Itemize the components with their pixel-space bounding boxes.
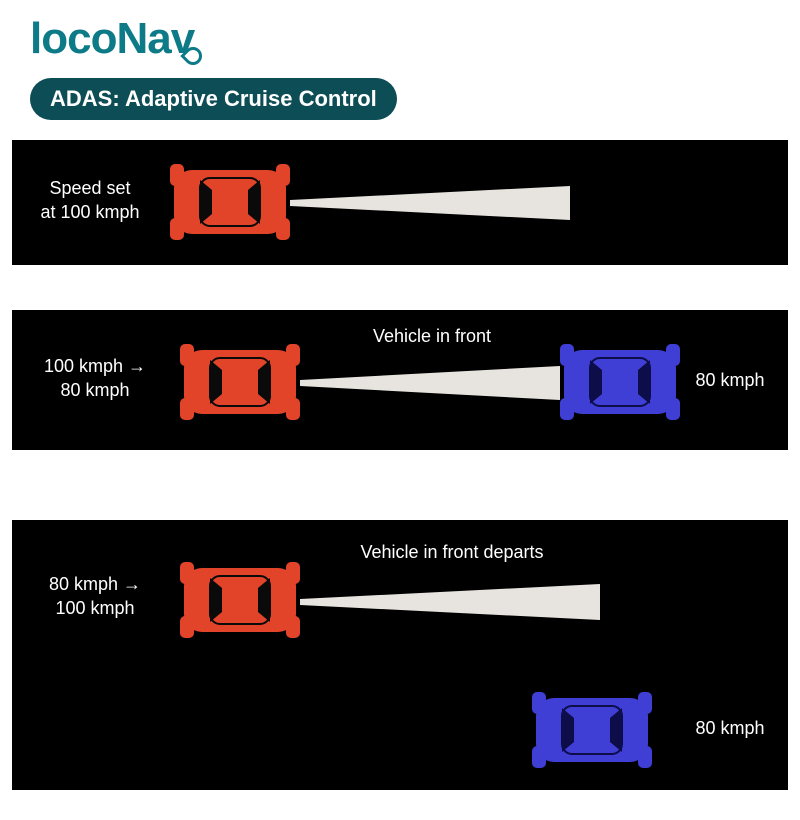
ego-car-icon xyxy=(170,160,290,244)
lead-car-icon xyxy=(560,340,680,424)
lead-car-icon xyxy=(532,688,652,772)
ego-car-icon xyxy=(180,340,300,424)
scenario-panel-2: 100 kmph →80 kmph Vehicle in front 80 km… xyxy=(12,310,788,450)
scenario-panel-3: 80 kmph →100 kmph Vehicle in front depar… xyxy=(12,520,788,790)
panel2-right-label: 80 kmph xyxy=(680,368,780,392)
sensor-beam-icon xyxy=(300,366,560,400)
sensor-beam-icon xyxy=(300,584,600,620)
panel3-left-label: 80 kmph →100 kmph xyxy=(20,572,170,621)
panel2-top-label: Vehicle in front xyxy=(332,324,532,348)
page-title: ADAS: Adaptive Cruise Control xyxy=(30,78,397,120)
ego-car-icon xyxy=(180,558,300,642)
scenario-panel-1: Speed setat 100 kmph xyxy=(12,140,788,265)
sensor-beam-icon xyxy=(290,186,570,220)
panel3-right-label: 80 kmph xyxy=(680,716,780,740)
panel3-top-label: Vehicle in front departs xyxy=(322,540,582,564)
panel1-left-label: Speed setat 100 kmph xyxy=(20,176,160,225)
brand-logo: locoNav xyxy=(30,14,194,64)
panel2-left-label: 100 kmph →80 kmph xyxy=(20,354,170,403)
